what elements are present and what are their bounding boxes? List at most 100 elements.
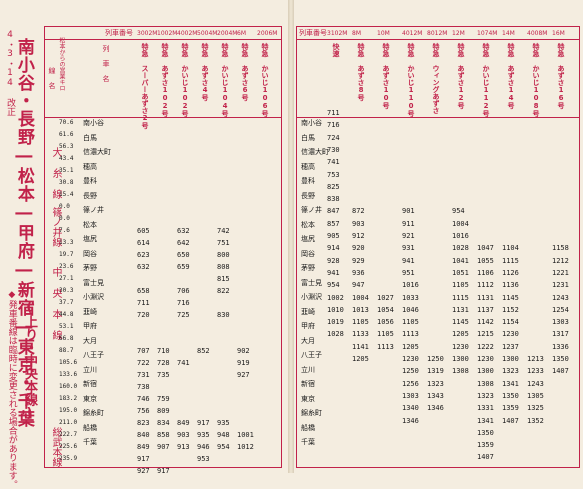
departure-time: 917 bbox=[137, 455, 150, 463]
departure-time: 919 bbox=[237, 359, 250, 367]
departure-time: 840 bbox=[137, 431, 150, 439]
train-number: 3002M bbox=[137, 30, 158, 37]
direction-label: (上り・中央本線) bbox=[22, 300, 37, 421]
departure-time: 907 bbox=[157, 443, 170, 451]
train-number-header-right: 列車番号 bbox=[299, 29, 327, 37]
departure-time: 1205 bbox=[352, 355, 369, 363]
departure-time: 1350 bbox=[552, 355, 569, 363]
station-name: 八王子 bbox=[83, 351, 104, 359]
departure-time: 1046 bbox=[402, 305, 419, 314]
departure-time: 941 bbox=[402, 256, 415, 265]
train-name: 特急 かいじ104号 bbox=[221, 43, 229, 117]
timetable-spread: 4・3・14 改正 南小谷・長野―松本―甲府―新宿―東京・千葉 (上り・中央本線… bbox=[5, 0, 580, 489]
km-value: 225.6 bbox=[59, 443, 78, 450]
station-name: 穂高 bbox=[83, 162, 97, 171]
station-name: 小淵沢 bbox=[301, 293, 322, 301]
station-name: 新宿 bbox=[83, 380, 97, 388]
departure-time: 632 bbox=[177, 227, 190, 235]
departure-time: 1145 bbox=[502, 293, 519, 302]
train-name: 特急 あずさ6号 bbox=[241, 43, 249, 101]
train-name: 特急 あずさ14号 bbox=[507, 43, 515, 109]
station-name: 穂高 bbox=[301, 162, 315, 171]
departure-time: 1113 bbox=[402, 330, 419, 339]
departure-time: 724 bbox=[327, 133, 340, 142]
revision-date: 4・3・14 改正 bbox=[5, 30, 15, 116]
departure-time: 1407 bbox=[552, 367, 569, 376]
departure-time: 809 bbox=[157, 407, 170, 415]
train-number: 4002M bbox=[177, 30, 198, 37]
departure-time: 838 bbox=[327, 195, 340, 204]
station-name: 新宿 bbox=[301, 380, 315, 388]
station-name: 篠ノ井 bbox=[83, 206, 104, 214]
departure-time: 936 bbox=[352, 268, 365, 277]
departure-time: 710 bbox=[157, 347, 170, 355]
departure-time: 1221 bbox=[552, 268, 569, 277]
train-name: 快速 bbox=[332, 43, 340, 57]
departure-time: 1331 bbox=[477, 404, 494, 413]
departure-time: 742 bbox=[217, 227, 230, 235]
departure-time: 1346 bbox=[427, 404, 444, 413]
km-value: 7.6 bbox=[59, 227, 70, 234]
station-name: 船橋 bbox=[301, 423, 315, 432]
departure-time: 605 bbox=[137, 227, 150, 235]
departure-time: 1131 bbox=[452, 305, 469, 314]
departure-time: 913 bbox=[177, 443, 190, 451]
departure-time: 711 bbox=[137, 299, 150, 307]
departure-time: 1105 bbox=[352, 318, 369, 327]
departure-time: 1250 bbox=[402, 367, 419, 376]
station-name: 茅野 bbox=[83, 264, 97, 272]
km-value: 183.2 bbox=[59, 395, 78, 402]
km-value: 44.8 bbox=[59, 311, 74, 318]
departure-time: 711 bbox=[327, 109, 340, 117]
departure-time: 914 bbox=[327, 244, 340, 253]
train-name: 特急 かいじ106号 bbox=[261, 43, 269, 117]
departure-time: 902 bbox=[237, 347, 250, 355]
km-value: 133.6 bbox=[59, 371, 78, 378]
train-number: 16M bbox=[552, 30, 565, 37]
station-name: 篠ノ井 bbox=[301, 206, 322, 214]
departure-time: 1303 bbox=[552, 318, 569, 327]
train-number: 4008M bbox=[527, 30, 548, 37]
station-name: 松本 bbox=[83, 220, 97, 229]
departure-time: 953 bbox=[197, 455, 210, 463]
departure-time: 716 bbox=[177, 299, 190, 307]
km-value: 56.3 bbox=[59, 143, 74, 150]
train-name: 特急 スーパーあずさ2号 bbox=[141, 43, 149, 129]
train-number: 8M bbox=[352, 30, 361, 37]
departure-time: 623 bbox=[137, 251, 150, 259]
departure-time: 822 bbox=[217, 287, 230, 295]
station-name: 韮崎 bbox=[301, 307, 315, 316]
station-name: 大月 bbox=[83, 336, 97, 345]
departure-time: 1222 bbox=[477, 342, 494, 351]
departure-time: 857 bbox=[327, 219, 340, 228]
station-name: 岡谷 bbox=[83, 249, 97, 258]
station-name: 船橋 bbox=[83, 423, 97, 432]
header-rule bbox=[297, 39, 579, 40]
departure-time: 1303 bbox=[402, 391, 419, 400]
line-segment: 篠ノ井線 bbox=[50, 207, 61, 247]
departure-time: 1141 bbox=[352, 342, 369, 351]
departure-time: 1131 bbox=[477, 293, 494, 302]
km-value: 160.0 bbox=[59, 383, 78, 390]
departure-time: 1230 bbox=[452, 342, 469, 351]
train-number: 5004M bbox=[197, 30, 218, 37]
train-name: 特急 あずさ10号 bbox=[382, 43, 390, 109]
platform-note: ◆発車番線は臨時に変更される場合があります。 bbox=[6, 290, 17, 489]
departure-time: 1305 bbox=[527, 391, 544, 400]
train-name: 特急 かいじ108号 bbox=[532, 43, 540, 117]
departure-time: 1002 bbox=[327, 293, 344, 302]
station-name: 富士見 bbox=[301, 278, 322, 287]
departure-time: 1033 bbox=[402, 293, 419, 302]
station-name: 白馬 bbox=[83, 133, 97, 142]
departure-time: 1212 bbox=[552, 256, 569, 265]
departure-time: 1300 bbox=[452, 355, 469, 363]
km-value: 66.8 bbox=[59, 335, 74, 342]
departure-time: 731 bbox=[137, 371, 150, 379]
departure-time: 1016 bbox=[452, 232, 469, 240]
km-value: 37.7 bbox=[59, 299, 74, 306]
departure-time: 1137 bbox=[477, 305, 494, 314]
departure-time: 872 bbox=[352, 207, 365, 216]
departure-time: 935 bbox=[217, 419, 230, 427]
departure-time: 1215 bbox=[477, 330, 494, 339]
departure-time: 1205 bbox=[452, 330, 469, 339]
